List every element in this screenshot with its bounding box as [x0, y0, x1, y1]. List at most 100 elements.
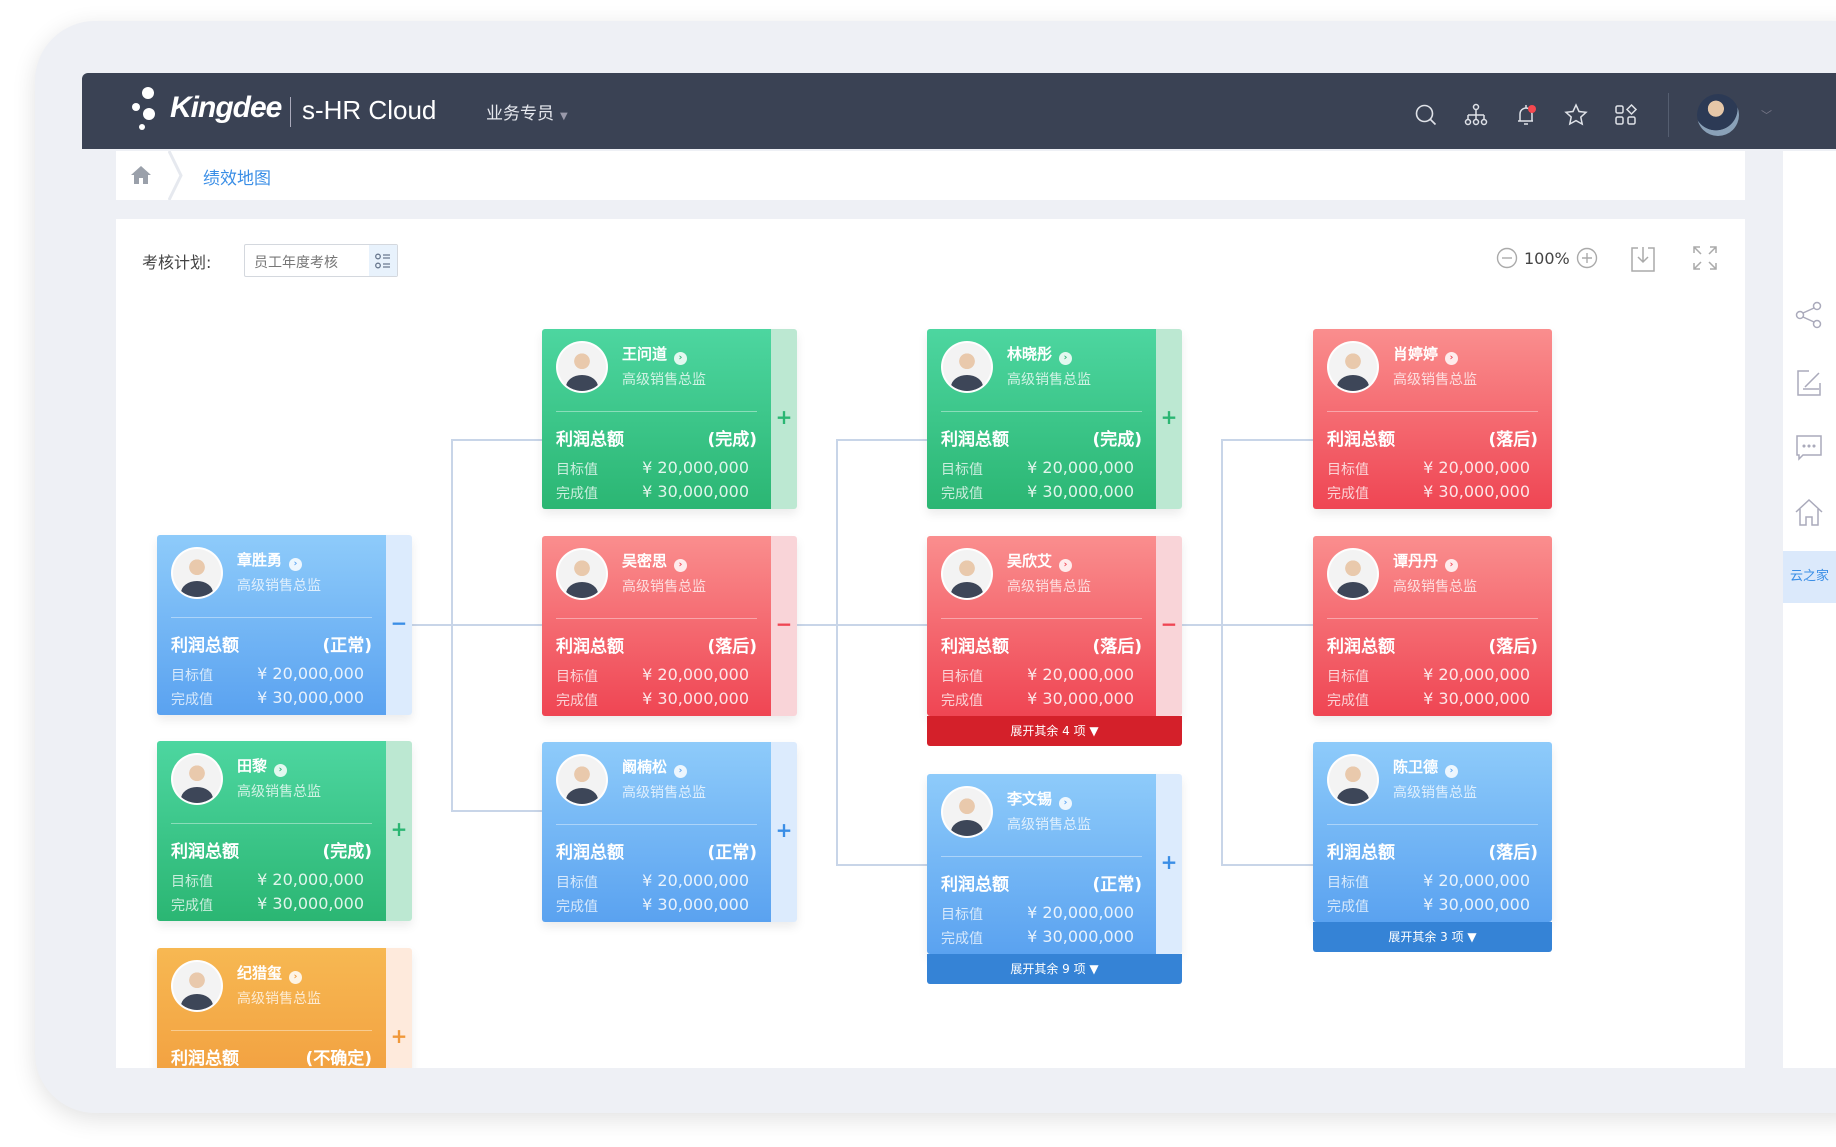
- expand-toggle[interactable]: +: [1156, 329, 1182, 509]
- avatar: [1327, 548, 1379, 600]
- download-icon[interactable]: [1630, 245, 1656, 273]
- employee-card[interactable]: 吴密思 › 高级销售总监 利润总额 (落后) 目标值 ¥ 20,000,000 完…: [542, 536, 797, 716]
- chevron-right-icon[interactable]: ›: [274, 764, 288, 777]
- search-icon[interactable]: [1412, 101, 1440, 129]
- expand-toggle[interactable]: +: [771, 329, 797, 509]
- target-label: 目标值: [1327, 462, 1369, 478]
- plan-select[interactable]: 员工年度考核: [244, 244, 398, 277]
- employee-card[interactable]: 林晓彤 › 高级销售总监 利润总额 (完成) 目标值 ¥ 20,000,000 完…: [927, 329, 1182, 509]
- connector-line: [451, 439, 542, 441]
- chevron-right-icon[interactable]: ›: [674, 765, 688, 778]
- employee-card[interactable]: 谭丹丹 › 高级销售总监 利润总额 (落后) 目标值 ¥ 20,000,000 完…: [1313, 536, 1552, 716]
- breadcrumb-current[interactable]: 绩效地图: [203, 169, 271, 189]
- apps-icon[interactable]: [1612, 101, 1640, 129]
- employee-name[interactable]: 李文锡 ›: [1007, 788, 1073, 810]
- chevron-right-icon[interactable]: ›: [1059, 559, 1073, 572]
- employee-card[interactable]: 王问道 › 高级销售总监 利润总额 (完成) 目标值 ¥ 20,000,000 完…: [542, 329, 797, 509]
- list-icon[interactable]: [369, 245, 397, 276]
- status-badge: (落后): [1488, 843, 1538, 863]
- employee-card[interactable]: 纪猎玺› 高级销售总监 利润总额 (不确定) 目标值 ¥ 20,000,000 …: [157, 948, 412, 1068]
- collapse-toggle[interactable]: −: [771, 536, 797, 716]
- employee-title: 高级销售总监: [1393, 372, 1477, 388]
- employee-name[interactable]: 林晓彤 ›: [1007, 343, 1073, 365]
- connector-line: [451, 810, 542, 812]
- expand-toggle[interactable]: +: [386, 741, 412, 921]
- employee-name[interactable]: 谭丹丹 ›: [1393, 550, 1459, 572]
- role-label: 业务专员: [486, 104, 554, 124]
- employee-name[interactable]: 纪猎玺 ›: [237, 962, 303, 984]
- employee-name[interactable]: 田黎 ›: [237, 755, 288, 777]
- employee-card[interactable]: 阚楠松 › 高级销售总监 利润总额 (正常) 目标值 ¥ 20,000,000 完…: [542, 742, 797, 922]
- employee-title: 高级销售总监: [1007, 579, 1091, 595]
- fullscreen-icon[interactable]: [1692, 245, 1718, 271]
- expand-more-button[interactable]: 展开其余 3 项 ▼: [1313, 922, 1552, 952]
- target-label: 目标值: [941, 669, 983, 685]
- employee-name[interactable]: 吴密思 ›: [622, 550, 688, 572]
- expand-toggle[interactable]: +: [771, 742, 797, 922]
- metric-name: 利润总额: [556, 843, 624, 863]
- employee-name[interactable]: 王问道 ›: [622, 343, 688, 365]
- expand-more-button[interactable]: 展开其余 9 项 ▼: [927, 954, 1182, 984]
- chevron-right-icon[interactable]: ›: [1445, 765, 1459, 778]
- collapse-toggle[interactable]: −: [386, 535, 412, 715]
- employee-card[interactable]: 肖婷婷 › 高级销售总监 利润总额 (落后) 目标值 ¥ 20,000,000 完…: [1313, 329, 1552, 509]
- employee-card[interactable]: 吴欣艾 › 高级销售总监 利润总额 (落后) 目标值 ¥ 20,000,000 完…: [927, 536, 1182, 746]
- role-dropdown[interactable]: 业务专员 ▼: [486, 99, 568, 124]
- user-avatar[interactable]: [1697, 94, 1739, 136]
- actual-label: 完成值: [171, 692, 213, 708]
- connector-line: [836, 439, 838, 866]
- zoom-out-icon[interactable]: [1496, 247, 1518, 269]
- org-chart-icon[interactable]: [1462, 101, 1490, 129]
- target-label: 目标值: [556, 669, 598, 685]
- metric-name: 利润总额: [171, 636, 239, 656]
- bell-icon[interactable]: [1512, 101, 1540, 129]
- target-label: 目标值: [556, 875, 598, 891]
- target-value: ¥ 20,000,000: [642, 458, 749, 477]
- employee-card[interactable]: 陈卫德 › 高级销售总监 利润总额 (落后) 目标值 ¥ 20,000,000 完…: [1313, 742, 1552, 952]
- chevron-right-icon[interactable]: ›: [289, 558, 303, 571]
- chevron-right-icon[interactable]: ›: [1059, 352, 1073, 365]
- chevron-right-icon[interactable]: ›: [674, 559, 688, 572]
- actual-label: 完成值: [941, 693, 983, 709]
- product-name: s-HR Cloud: [302, 95, 437, 125]
- edit-icon[interactable]: [1793, 367, 1825, 399]
- employee-name[interactable]: 吴欣艾 ›: [1007, 550, 1073, 572]
- employee-card[interactable]: 章胜勇 › 高级销售总监 利润总额 (正常) 目标值 ¥ 20,000,000 完…: [157, 535, 412, 715]
- target-label: 目标值: [941, 462, 983, 478]
- chevron-down-icon[interactable]: ﹀: [1761, 109, 1772, 122]
- employee-name[interactable]: 章胜勇 ›: [237, 549, 303, 571]
- collapse-toggle[interactable]: −: [1156, 536, 1182, 716]
- actual-value: ¥ 30,000,000: [642, 895, 749, 914]
- connector-line: [1182, 624, 1222, 626]
- caret-down-icon: ▼: [1089, 962, 1099, 976]
- message-icon[interactable]: [1793, 431, 1825, 463]
- chevron-right-icon[interactable]: ›: [1059, 797, 1073, 810]
- employee-card[interactable]: 李文锡 › 高级销售总监 利润总额 (正常) 目标值 ¥ 20,000,000 完…: [927, 774, 1182, 984]
- brand-name: Kingdee: [170, 91, 282, 124]
- actual-value: ¥ 30,000,000: [1423, 689, 1530, 708]
- avatar: [556, 341, 608, 393]
- yunzhijia-button[interactable]: 云之家: [1783, 551, 1836, 603]
- zoom-in-icon[interactable]: [1576, 247, 1598, 269]
- metric-name: 利润总额: [171, 842, 239, 862]
- card-body: 肖婷婷 › 高级销售总监 利润总额 (落后) 目标值 ¥ 20,000,000 完…: [1313, 329, 1552, 509]
- employee-name[interactable]: 阚楠松 ›: [622, 756, 688, 778]
- star-icon[interactable]: [1562, 101, 1590, 129]
- employee-name[interactable]: 肖婷婷 ›: [1393, 343, 1459, 365]
- chevron-right-icon[interactable]: ›: [1445, 352, 1459, 365]
- connector-line: [1221, 439, 1223, 866]
- chevron-right-icon[interactable]: ›: [289, 971, 303, 984]
- share-icon[interactable]: [1793, 299, 1825, 331]
- expand-more-button[interactable]: 展开其余 4 项 ▼: [927, 716, 1182, 746]
- employee-title: 高级销售总监: [1393, 579, 1477, 595]
- expand-toggle[interactable]: +: [1156, 774, 1182, 954]
- employee-name[interactable]: 陈卫德 ›: [1393, 756, 1459, 778]
- home-icon[interactable]: [130, 164, 152, 186]
- employee-card[interactable]: 田黎 › 高级销售总监 利润总额 (完成) 目标值 ¥ 20,000,000 完成…: [157, 741, 412, 921]
- chevron-right-icon[interactable]: ›: [1445, 559, 1459, 572]
- divider: [1668, 93, 1669, 137]
- expand-toggle[interactable]: +: [386, 948, 412, 1068]
- chevron-right-icon[interactable]: ›: [674, 352, 688, 365]
- home-icon[interactable]: [1793, 497, 1825, 529]
- performance-map-panel: 考核计划: 员工年度考核 100% 章胜勇 › 高级销售总监 利润总额 (正常) …: [116, 219, 1745, 1068]
